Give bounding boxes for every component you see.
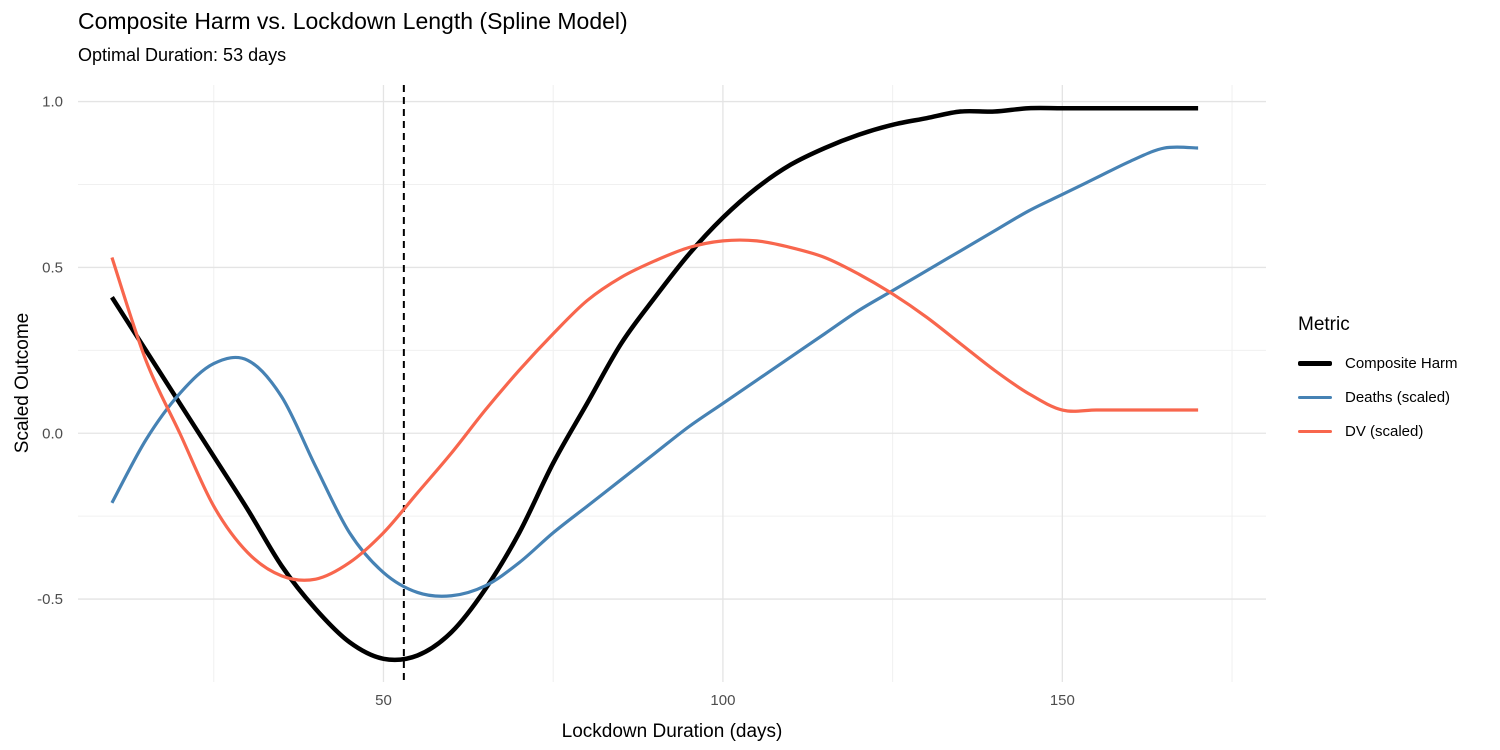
legend-label: Deaths (scaled) <box>1345 388 1451 406</box>
legend-title: Metric <box>1298 314 1350 335</box>
series-lines <box>110 105 1199 663</box>
series-line-deaths <box>110 145 1199 598</box>
y-tick-label: 1.0 <box>42 94 63 111</box>
chart-subtitle: Optimal Duration: 53 days <box>78 45 287 65</box>
y-tick-label: 0.5 <box>42 259 63 276</box>
tick-labels: 50 100 150 -0.5 0.0 0.5 1.0 <box>37 94 1075 709</box>
legend-key-composite-harm <box>1298 360 1332 366</box>
legend-item-deaths: Deaths (scaled) <box>1298 380 1458 414</box>
x-tick-label: 100 <box>710 692 735 709</box>
x-tick-label: 50 <box>375 692 392 709</box>
legend-label: Composite Harm <box>1345 354 1458 372</box>
legend-label: DV (scaled) <box>1345 422 1424 440</box>
legend-item-composite-harm: Composite Harm <box>1298 346 1458 380</box>
y-axis-label: Scaled Outcome <box>12 313 33 453</box>
chart-title: Composite Harm vs. Lockdown Length (Spli… <box>78 8 628 34</box>
legend: Metric Composite Harm Deaths (scaled) DV… <box>1298 314 1458 448</box>
legend-key-deaths <box>1298 395 1332 399</box>
series-line-composite-harm <box>110 105 1199 663</box>
y-tick-label: 0.0 <box>42 425 63 442</box>
legend-item-dv: DV (scaled) <box>1298 414 1458 448</box>
series-line-dv <box>110 238 1199 582</box>
x-axis-label: Lockdown Duration (days) <box>562 721 783 742</box>
x-tick-label: 150 <box>1050 692 1075 709</box>
grid-lines <box>78 85 1266 682</box>
legend-key-dv <box>1298 429 1332 433</box>
y-tick-label: -0.5 <box>37 591 63 608</box>
